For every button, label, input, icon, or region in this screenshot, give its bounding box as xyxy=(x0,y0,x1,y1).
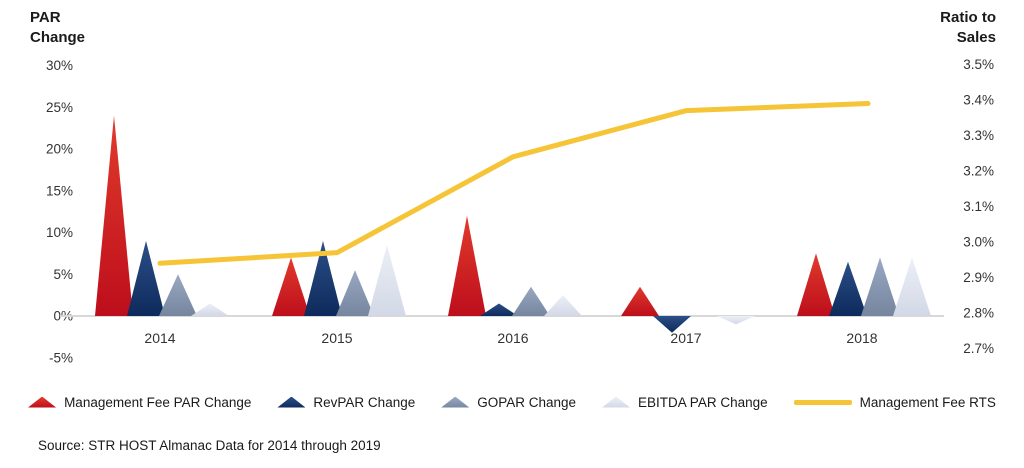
legend-label: EBITDA PAR Change xyxy=(638,394,768,410)
triangle-revpar-change-2016 xyxy=(480,303,518,316)
triangle-gopar-change-2016 xyxy=(512,286,550,316)
triangle-gopar-change-2018 xyxy=(861,257,899,316)
chart-legend: Management Fee PAR Change RevPAR Change GO… xyxy=(0,388,1024,416)
x-axis-label-2016: 2016 xyxy=(497,330,528,346)
left-axis-tick: 5% xyxy=(53,267,73,282)
right-axis-tick: 3.3% xyxy=(963,128,994,143)
triangle-management-fee-par-change-2017 xyxy=(621,286,659,316)
triangle-marker-icon xyxy=(28,396,57,408)
legend-label: Management Fee PAR Change xyxy=(64,394,252,410)
triangle-management-fee-par-change-2018 xyxy=(797,253,835,316)
right-axis-title: Ratio to Sales xyxy=(940,9,996,47)
line-marker-icon xyxy=(793,399,852,405)
triangle-ebitda-par-change-2017 xyxy=(717,316,755,325)
triangle-ebitda-par-change-2015 xyxy=(368,245,406,316)
right-axis-tick: 2.8% xyxy=(963,306,994,321)
triangle-revpar-change-2018 xyxy=(829,261,867,316)
right-axis-tick: 2.9% xyxy=(963,270,994,285)
triangle-marker-icon xyxy=(602,396,631,408)
legend-item-revpar-change: RevPAR Change xyxy=(277,395,415,410)
source-note: Source: STR HOST Almanac Data for 2014 t… xyxy=(38,438,381,453)
right-axis-tick: 3.0% xyxy=(963,235,994,250)
x-axis-label-2014: 2014 xyxy=(144,330,175,346)
rts-line xyxy=(157,101,871,266)
right-axis-tick: 3.1% xyxy=(963,199,994,214)
legend-item-ebitda-par-change: EBITDA PAR Change xyxy=(602,395,768,410)
triangle-marker-icon xyxy=(441,396,470,408)
legend-item-gopar-change: GOPAR Change xyxy=(441,395,576,410)
left-axis-tick: 15% xyxy=(46,183,73,198)
triangle-marker-icon xyxy=(277,396,306,408)
legend-label: RevPAR Change xyxy=(313,394,416,410)
left-axis-tick: 10% xyxy=(46,225,73,240)
triangle-revpar-change-2014 xyxy=(127,240,165,316)
legend-item-management-fee-par-change: Management Fee PAR Change xyxy=(28,395,251,410)
triangle-management-fee-par-change-2014 xyxy=(95,115,133,316)
x-axis-label-2015: 2015 xyxy=(321,330,352,346)
x-axis-label-2018: 2018 xyxy=(846,330,877,346)
triangle-management-fee-par-change-2016 xyxy=(448,215,486,316)
left-axis-tick: 20% xyxy=(46,142,73,157)
right-axis-tick: 2.7% xyxy=(963,341,994,356)
triangle-gopar-change-2014 xyxy=(159,274,197,316)
right-axis-tick: 3.2% xyxy=(963,164,994,179)
left-axis-tick: -5% xyxy=(49,350,73,365)
x-axis-label-2017: 2017 xyxy=(670,330,701,346)
triangle-ebitda-par-change-2018 xyxy=(893,257,931,316)
triangle-management-fee-par-change-2015 xyxy=(272,257,310,316)
legend-label: Management Fee RTS xyxy=(859,394,996,410)
chart-plot-area: 30%25%20%15%10%5%0%-5%3.5%3.4%3.3%3.2%3.… xyxy=(46,57,994,365)
left-axis-tick: 30% xyxy=(46,58,73,73)
triangle-ebitda-par-change-2016 xyxy=(544,295,582,316)
left-axis-title: PAR Change xyxy=(30,9,86,47)
triangle-gopar-change-2015 xyxy=(336,270,374,316)
right-axis-tick: 3.4% xyxy=(963,93,994,108)
triangle-ebitda-par-change-2014 xyxy=(191,303,229,316)
legend-item-management-fee-rts: Management Fee RTS xyxy=(793,394,996,410)
triangle-revpar-change-2017 xyxy=(653,316,691,333)
right-axis-tick: 3.5% xyxy=(963,57,994,72)
left-axis-tick: 25% xyxy=(46,100,73,115)
triangle-revpar-change-2015 xyxy=(304,240,342,316)
legend-label: GOPAR Change xyxy=(477,394,577,410)
